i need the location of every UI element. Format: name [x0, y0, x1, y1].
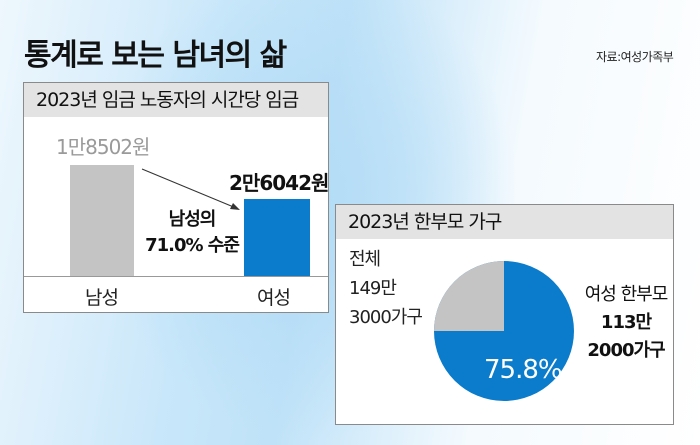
total-label-line-3: 3000가구 — [349, 307, 423, 328]
single-parent-panel: 2023년 한부모 가구 전체 149만 3000가구 75.8% 여성 한부모… — [335, 204, 674, 425]
wage-panel: 2023년 임금 노동자의 시간당 임금 1만8502원 2만6042원 남성의… — [23, 82, 329, 313]
female-wage-value: 2만6042원 — [229, 171, 329, 195]
note-line-1: 남성의 — [168, 209, 217, 230]
female-category-label: 여성 — [257, 287, 291, 309]
page-title: 통계로 보는 남녀의 삶 — [24, 38, 287, 73]
pie-percentage-label: 75.8% — [484, 355, 563, 385]
male-wage-bar — [70, 165, 134, 276]
comparison-arrow-icon — [141, 168, 240, 210]
female-label-line-2: 113만 — [600, 312, 652, 333]
wage-panel-title: 2023년 임금 노동자의 시간당 임금 — [24, 83, 328, 117]
total-label-line-1: 전체 — [349, 249, 381, 270]
total-label-line-2: 149만 — [349, 278, 397, 299]
female-households-label: 여성 한부모 113만 2000가구 — [574, 281, 678, 365]
source-credit: 자료:여성가족부 — [596, 50, 674, 64]
male-wage-value: 1만8502원 — [56, 135, 150, 159]
single-parent-panel-title: 2023년 한부모 가구 — [336, 205, 673, 239]
pie-slice-other — [434, 261, 504, 331]
female-label-line-3: 2000가구 — [587, 340, 665, 361]
chart-baseline — [24, 276, 328, 277]
pie-chart — [434, 261, 574, 401]
total-households-label: 전체 149만 3000가구 — [349, 245, 423, 332]
wage-ratio-note: 남성의 71.0% 수준 — [142, 207, 242, 259]
female-label-line-1: 여성 한부모 — [584, 284, 669, 305]
male-category-label: 남성 — [85, 287, 119, 309]
female-wage-bar — [244, 199, 310, 276]
note-line-2: 71.0% 수준 — [145, 235, 240, 256]
